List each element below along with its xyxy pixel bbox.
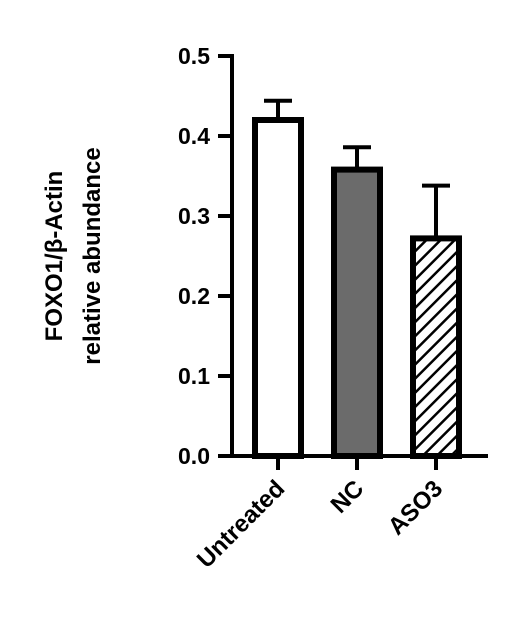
x-tick-labels: Untreated NC ASO3 — [192, 475, 448, 573]
bar-untreated — [252, 117, 304, 459]
y-axis-title-line1: FOXO1/β-Actin — [41, 171, 68, 342]
bar-aso3 — [410, 235, 462, 459]
bar-nc — [331, 166, 383, 459]
x-tick-label: NC — [326, 475, 370, 519]
y-tick-label: 0.2 — [178, 283, 210, 309]
x-tick-label: Untreated — [192, 475, 290, 573]
x-tick-label: ASO3 — [383, 475, 448, 540]
y-axis: 0.0 0.1 0.2 0.3 0.4 0.5 — [178, 43, 234, 469]
y-axis-title: FOXO1/β-Actin relative abundance — [41, 147, 106, 364]
y-tick-label: 0.4 — [178, 123, 210, 149]
x-axis — [230, 454, 488, 470]
y-tick-label: 0.1 — [178, 363, 210, 389]
y-tick-label: 0.5 — [178, 43, 210, 69]
y-tick-label: 0.3 — [178, 203, 210, 229]
y-tick-label: 0.0 — [178, 443, 210, 469]
bars — [252, 98, 462, 459]
y-axis-title-line2: relative abundance — [79, 147, 106, 364]
